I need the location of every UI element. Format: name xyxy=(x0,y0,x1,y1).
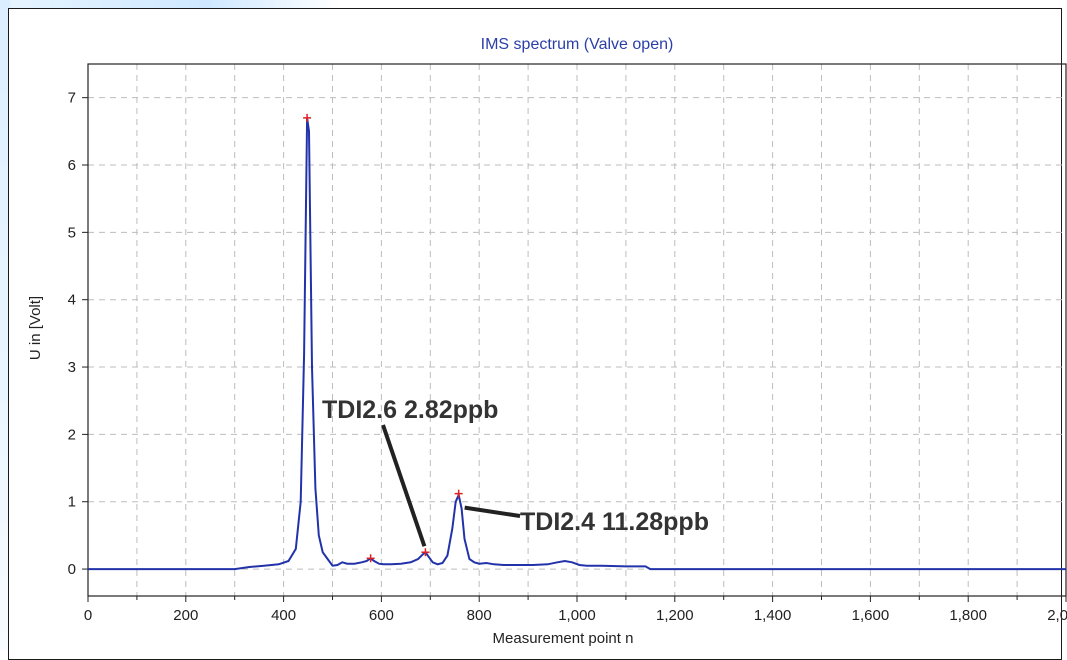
annotation-tdi26: TDI2.6 2.82ppb xyxy=(322,396,498,424)
annotations: TDI2.6 2.82ppb TDI2.4 11.28ppb xyxy=(322,396,709,547)
annotation-tdi24: TDI2.4 11.28ppb xyxy=(520,508,709,536)
x-tick-label: 1,600 xyxy=(852,607,890,624)
chart-frame xyxy=(8,8,1062,660)
y-tick-label: 4 xyxy=(68,292,76,309)
x-tick-label: 1,200 xyxy=(656,607,694,624)
y-tick-label: 2 xyxy=(68,426,76,443)
x-axis-ticks: 0 200 400 600 800 1,000 1,200 1,400 1,600 1,800 2,… xyxy=(84,596,1067,624)
x-tick-label: 400 xyxy=(271,607,296,624)
x-tick-label: 0 xyxy=(84,607,92,624)
peak-marker xyxy=(366,554,375,563)
x-tick-label: 1,800 xyxy=(949,607,987,624)
y-tick-label: 5 xyxy=(68,224,76,241)
x-tick-label: 1,000 xyxy=(558,607,596,624)
x-axis-label: Measurement point n xyxy=(493,630,634,647)
series-line xyxy=(88,117,1066,571)
peak-markers xyxy=(303,113,463,563)
annotation-leader-line xyxy=(381,424,427,547)
x-tick-label: 2,000 xyxy=(1047,607,1067,624)
x-tick-label: 800 xyxy=(467,607,492,624)
background-decoration-left xyxy=(0,0,10,650)
x-tick-label: 200 xyxy=(173,607,198,624)
y-axis-ticks: 0 1 2 3 4 5 6 7 xyxy=(68,90,88,578)
y-tick-label: 6 xyxy=(68,157,76,174)
y-tick-label: 1 xyxy=(68,494,76,511)
peak-marker xyxy=(303,113,312,122)
chart-title: IMS spectrum (Valve open) xyxy=(481,36,674,53)
y-tick-label: 3 xyxy=(68,359,76,376)
y-axis-label: U in [Volt] xyxy=(27,296,44,360)
annotation-leader-line xyxy=(464,505,521,518)
peak-marker xyxy=(421,548,430,557)
y-tick-label: 0 xyxy=(68,561,76,578)
peak-marker xyxy=(454,489,463,498)
x-tick-label: 600 xyxy=(369,607,394,624)
y-tick-label: 7 xyxy=(68,90,76,107)
x-tick-label: 1,400 xyxy=(754,607,792,624)
grid xyxy=(87,64,1067,596)
